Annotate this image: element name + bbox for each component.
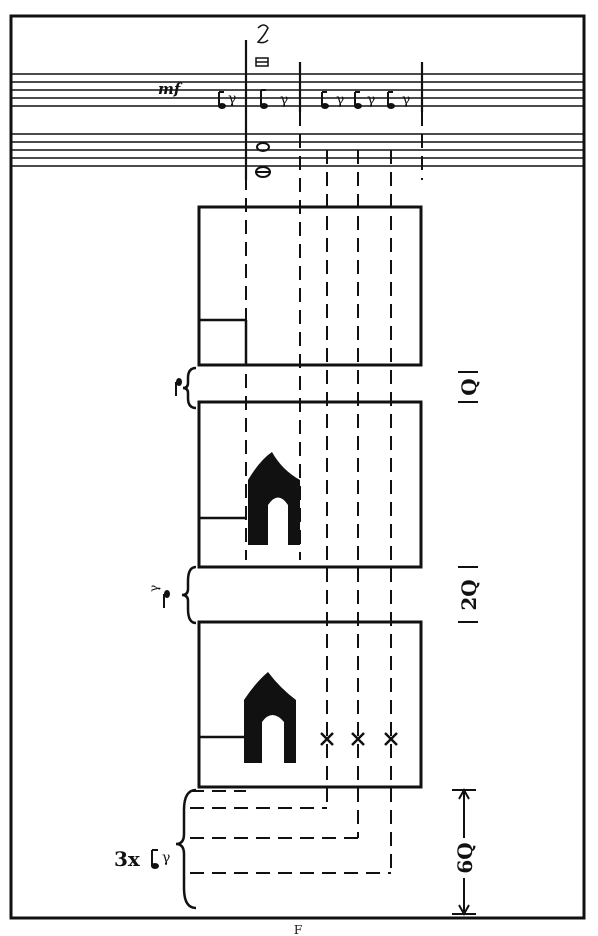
eighth-note-icon <box>175 378 182 396</box>
x-mark-icon <box>320 732 334 746</box>
barlines <box>244 40 424 180</box>
dimension-q <box>458 371 478 403</box>
dimension-6q <box>452 787 476 917</box>
svg-text:γ: γ <box>228 91 236 107</box>
frame-ledges <box>199 318 248 739</box>
film-frame-3 <box>197 620 423 789</box>
gap-label-6q: 6Q <box>453 842 477 873</box>
staff-lower <box>11 133 584 167</box>
eighth-note-icon: γ <box>218 91 236 109</box>
eighth-note-icon: γ <box>147 585 170 608</box>
eighth-note-icon: γ <box>260 89 288 109</box>
whole-note-icon <box>255 142 271 178</box>
eighth-note-icon: γ <box>354 91 375 109</box>
repeat-count-label: 3x <box>114 847 141 871</box>
rounded-arch-silhouette-icon <box>244 672 296 763</box>
dynamics-mark: mf <box>158 80 183 98</box>
x-mark-icon <box>351 732 365 746</box>
svg-text:γ: γ <box>336 92 344 108</box>
curly-brace-icon <box>175 788 197 910</box>
dimension-2q <box>458 566 478 623</box>
svg-text:γ: γ <box>402 92 410 108</box>
gap-label-q: Q <box>457 378 481 395</box>
film-frame-1 <box>197 205 423 367</box>
staff-upper <box>11 73 584 107</box>
eighth-note-icon: γ <box>151 849 170 869</box>
x-mark-icon <box>384 732 398 746</box>
clef-symbol-icon <box>255 24 269 67</box>
svg-text:γ: γ <box>162 850 170 866</box>
footer-label: F <box>294 923 302 936</box>
curly-brace-icon <box>182 366 197 410</box>
film-frame-2 <box>197 400 423 569</box>
curly-brace-icon <box>181 565 197 625</box>
page-border <box>9 14 586 920</box>
svg-text:γ: γ <box>147 585 161 592</box>
rounded-arch-silhouette-icon <box>248 452 300 545</box>
gap-label-2q: 2Q <box>457 579 481 610</box>
svg-text:γ: γ <box>367 92 375 108</box>
eighth-note-icon: γ <box>387 91 410 109</box>
svg-text:γ: γ <box>280 92 288 108</box>
timing-guides <box>190 112 423 874</box>
eighth-note-icon: γ <box>321 91 344 109</box>
